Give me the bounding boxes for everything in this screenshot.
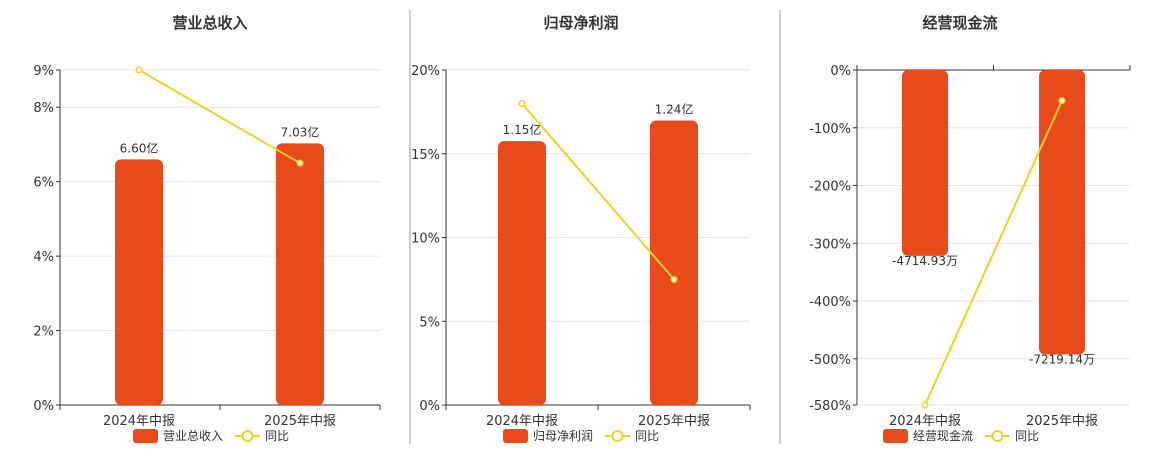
y-tick-label: 0% — [419, 399, 440, 414]
y-tick-label: 10% — [411, 232, 440, 247]
yoy-point — [518, 99, 526, 108]
bar — [115, 159, 163, 405]
legend-label-bar: 营业总收入 — [163, 429, 223, 443]
y-tick-label: 6% — [33, 176, 54, 191]
x-tick-label: 2025年中报 — [264, 414, 336, 429]
legend-label-line: 同比 — [1015, 429, 1039, 443]
yoy-point — [921, 401, 929, 409]
chart-panel-1: 营业总收入 0% 2% 4% 6% 8% 9% 2024年中报 2025年中报 6.60亿 7.03… — [33, 14, 381, 443]
y-tick-label: 2% — [33, 325, 54, 340]
legend[interactable]: 经营现金流 同比 — [883, 428, 1039, 443]
legend[interactable]: 营业总收入 同比 — [133, 429, 289, 443]
y-tick-label: -580% — [809, 399, 851, 414]
bar-data-label: -4714.93万 — [892, 254, 958, 268]
legend[interactable]: 归母净利润 同比 — [503, 429, 659, 443]
yoy-line — [138, 69, 301, 164]
chart-title: 营业总收入 — [172, 14, 247, 32]
y-tick-label: 0% — [33, 399, 54, 414]
y-tick-label: 4% — [33, 250, 54, 265]
legend-bar-swatch — [503, 429, 528, 443]
legend-label-line: 同比 — [635, 429, 659, 443]
yoy-line — [924, 100, 1063, 406]
y-tick-label: -500% — [809, 353, 851, 368]
chart-title: 经营现金流 — [922, 14, 997, 32]
chart-panel-2: 归母净利润 0% 5% 10% 15% 20% 2024年中报 2025年中报 1.15亿 1.2… — [411, 14, 751, 443]
bar — [1039, 70, 1085, 355]
yoy-point — [296, 159, 304, 167]
bar — [498, 141, 546, 406]
bar — [902, 70, 948, 256]
yoy-line — [521, 102, 675, 281]
chart-title: 归母净利润 — [543, 14, 618, 32]
y-tick-label: 15% — [411, 148, 440, 163]
y-tick-label: 5% — [419, 315, 440, 330]
legend-label-bar: 经营现金流 — [913, 428, 973, 443]
bar-data-label: 6.60亿 — [120, 140, 159, 155]
bar — [276, 143, 324, 406]
yoy-point — [670, 275, 678, 283]
x-tick-label: 2025年中报 — [1026, 414, 1098, 429]
y-tick-label: -100% — [809, 122, 851, 137]
y-tick-label: 0% — [830, 64, 851, 79]
y-tick-label: 8% — [33, 101, 54, 116]
x-tick-label: 2025年中报 — [638, 414, 710, 429]
x-tick-label: 2024年中报 — [103, 414, 175, 429]
yoy-point — [1058, 97, 1066, 105]
y-tick-label: 9% — [33, 64, 54, 79]
y-tick-label: 20% — [411, 64, 440, 79]
bar-data-label: -7219.14万 — [1029, 353, 1095, 367]
legend-bar-swatch — [133, 429, 158, 443]
x-tick-label: 2024年中报 — [889, 414, 961, 429]
legend-bar-swatch — [883, 429, 908, 443]
legend-label-bar: 归母净利润 — [533, 429, 593, 443]
bar-data-label: 1.15亿 — [503, 122, 542, 137]
legend-label-line: 同比 — [265, 429, 289, 443]
x-tick-label: 2024年中报 — [486, 414, 558, 429]
yoy-point — [135, 66, 143, 74]
legend-line-marker — [241, 430, 254, 442]
y-tick-label: -400% — [809, 295, 851, 310]
y-tick-label: -200% — [809, 180, 851, 195]
chart-panel-3: 经营现金流 0% -100% -200% -300% -400% -500% -580% 202… — [809, 14, 1131, 443]
bar — [650, 120, 698, 405]
legend-line-marker — [611, 430, 624, 442]
bar-data-label: 1.24亿 — [655, 101, 694, 116]
legend-line-marker — [991, 430, 1004, 442]
y-tick-label: -300% — [809, 237, 851, 252]
bar-data-label: 7.03亿 — [281, 124, 320, 139]
